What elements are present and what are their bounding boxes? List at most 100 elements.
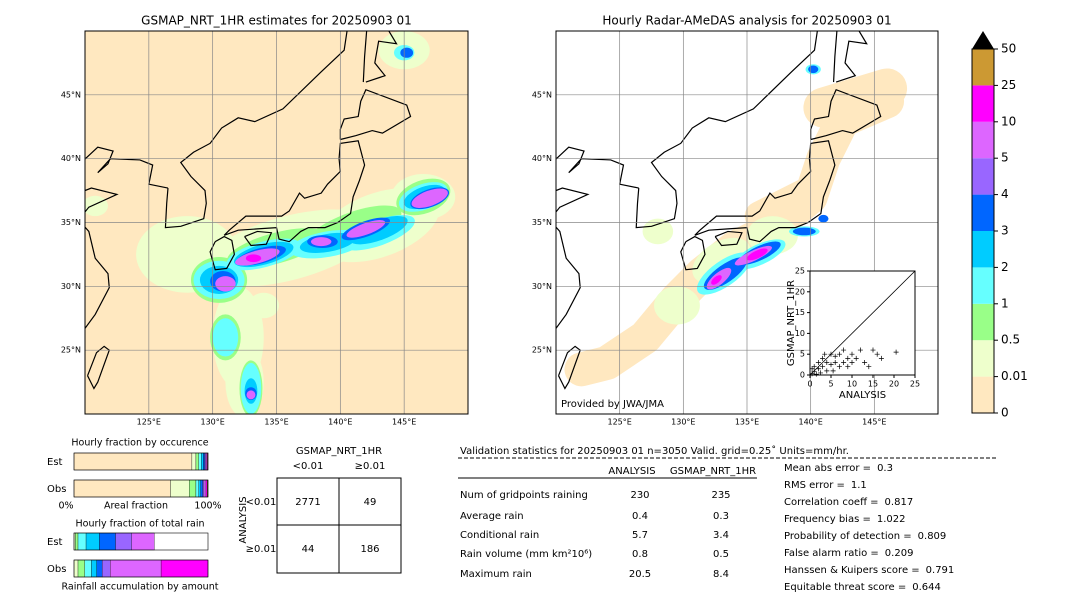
- y-tick-label: 15: [795, 308, 805, 317]
- panel-title: Hourly fraction by occurence: [71, 438, 208, 449]
- lat-label: 45°N: [532, 90, 552, 99]
- point: [815, 360, 821, 366]
- score: False alarm ratio = 0.209: [784, 548, 913, 559]
- coastline: [223, 140, 366, 243]
- axis-min: 0%: [58, 501, 73, 512]
- point: [836, 351, 842, 357]
- lat-label: 30°N: [61, 282, 81, 291]
- score-label: Frequency bias =: [784, 514, 871, 525]
- rain-area: [246, 390, 256, 400]
- colorbar-label: 25: [1001, 78, 1016, 92]
- axis-max: 100%: [194, 501, 221, 512]
- bar-segment: [101, 559, 111, 578]
- y-axis-label: GSMAP_NRT_1HR: [786, 280, 797, 366]
- bar-segment: [91, 559, 97, 578]
- bar-frame: [73, 559, 209, 578]
- bar-frame: [73, 479, 209, 498]
- lat-label: 40°N: [532, 154, 552, 163]
- bar-segment: [189, 479, 197, 498]
- colorbar-segment: [972, 231, 994, 268]
- score-label: Probability of detection =: [784, 531, 912, 542]
- x-tick-label: 0: [807, 380, 812, 389]
- row-label: ≥0.01: [246, 544, 277, 555]
- bar-segment: [96, 559, 103, 578]
- colorbar-label: 0: [1001, 406, 1009, 420]
- colorbar-segment: [972, 340, 994, 377]
- point: [853, 355, 859, 361]
- col-label: ≥0.01: [355, 461, 386, 472]
- coastline: [244, 230, 273, 247]
- stat-value: 8.4: [713, 569, 729, 580]
- point: [893, 349, 899, 355]
- column-header: GSMAP_NRT_1HR: [670, 466, 756, 477]
- coastline: [835, 31, 868, 83]
- point: [824, 368, 830, 374]
- y-tick-label: 10: [795, 329, 805, 338]
- score-value: 0.817: [885, 497, 914, 508]
- rain-area: [818, 214, 829, 223]
- stat-value: 0.5: [713, 549, 729, 560]
- coastline: [832, 31, 838, 83]
- y-tick-label: 5: [800, 350, 805, 359]
- table-cell: 44: [302, 544, 315, 555]
- coastline: [810, 88, 882, 141]
- point: [866, 364, 872, 370]
- bar-segment: [198, 452, 202, 471]
- rain-area: [792, 227, 816, 236]
- x-tick-label: 5: [828, 380, 833, 389]
- score-value: 0.3: [877, 463, 893, 474]
- bar-segment: [205, 452, 207, 471]
- rain-area: [746, 248, 768, 261]
- stats-title: Validation statistics for 20250903 01 n=…: [460, 445, 849, 457]
- colorbar-segment: [972, 121, 994, 159]
- lon-label: 130°E: [201, 418, 225, 427]
- table-cell: 49: [364, 497, 377, 508]
- map-frame: [555, 30, 939, 415]
- map-title: Hourly Radar-AMeDAS analysis for 2025090…: [602, 14, 891, 28]
- row-label: Average rain: [460, 511, 524, 522]
- score: Equitable threat score = 0.644: [784, 582, 941, 593]
- rain-area: [411, 188, 448, 208]
- point: [862, 360, 868, 366]
- bar-segment: [73, 479, 171, 498]
- point: [836, 364, 842, 370]
- point: [818, 370, 823, 376]
- coastline: [714, 230, 743, 247]
- diagonal: [809, 270, 916, 376]
- colorbar-label: 0.01: [1001, 369, 1028, 383]
- bar-segment: [191, 452, 197, 471]
- col-label: <0.01: [293, 461, 324, 472]
- score-value: 0.209: [885, 548, 914, 559]
- lat-label: 35°N: [532, 218, 552, 227]
- stat-value: 0.3: [713, 511, 729, 522]
- coastline: [556, 146, 639, 189]
- bar-segment: [195, 479, 199, 498]
- point: [824, 360, 830, 366]
- stat-value: 3.4: [713, 530, 729, 541]
- coastline: [556, 187, 590, 330]
- lon-label: 145°E: [862, 418, 886, 427]
- score-value: 1.022: [877, 514, 906, 525]
- coastline: [85, 146, 169, 189]
- point: [828, 362, 834, 368]
- row-label: Rain volume (mm km²10⁶): [460, 549, 592, 560]
- point: [809, 371, 815, 377]
- colorbar-segment: [972, 194, 994, 231]
- colorbar-label: 10: [1001, 114, 1016, 128]
- rain-area: [346, 220, 386, 238]
- colorbar-segment: [972, 376, 994, 413]
- score: Hanssen & Kuipers score = 0.791: [784, 565, 954, 576]
- rain-area: [245, 254, 262, 263]
- rain-area: [654, 286, 700, 325]
- bar-frame: [73, 452, 209, 471]
- score-label: False alarm ratio =: [784, 548, 879, 559]
- rain-area: [248, 292, 280, 319]
- point: [813, 371, 819, 377]
- bar-segment: [73, 559, 79, 578]
- bar-segment: [77, 559, 85, 578]
- colorbar-label: 0.5: [1001, 333, 1020, 347]
- rain-area: [711, 275, 722, 285]
- rain-area: [212, 318, 239, 357]
- x-tick-label: 10: [847, 380, 857, 389]
- x-tick-label: 15: [868, 380, 878, 389]
